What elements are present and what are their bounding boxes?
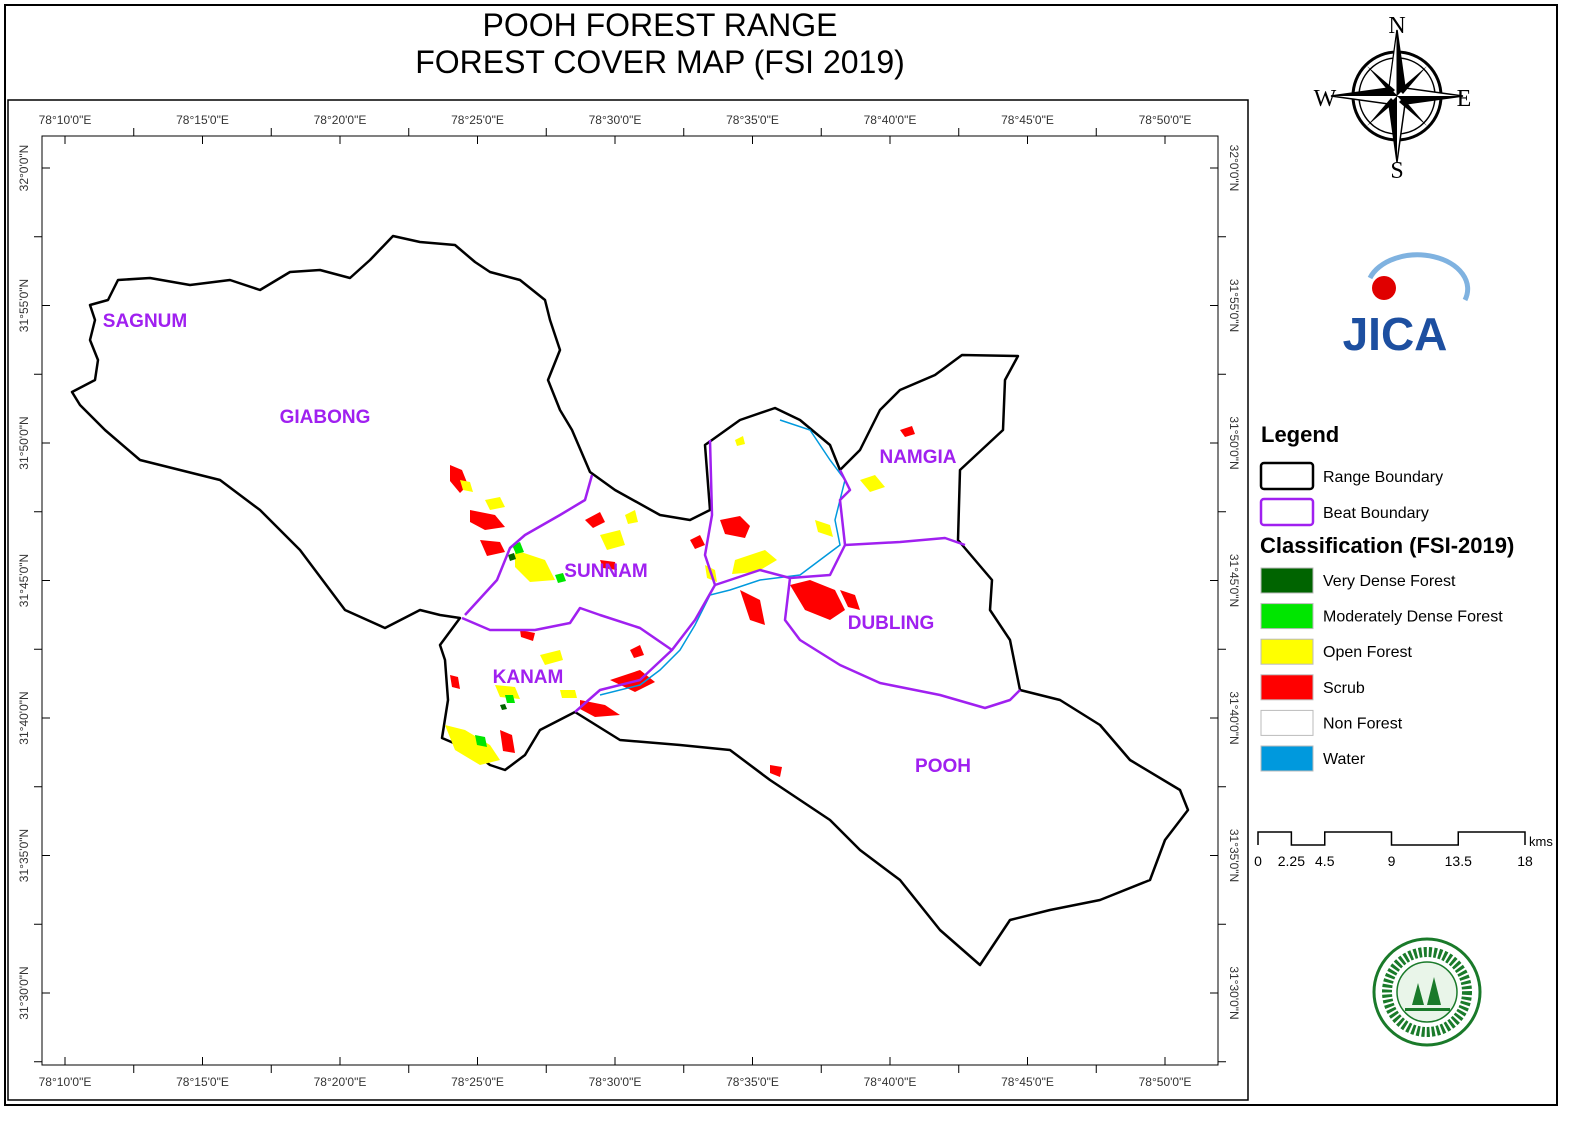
legend-swatch [1260, 709, 1314, 736]
logo-text: JICA [1343, 308, 1448, 360]
latitude-label: 31°40'0"N [17, 691, 31, 744]
title-line-2: FOREST COVER MAP (FSI 2019) [415, 44, 905, 80]
title-line-1: POOH FOREST RANGE [482, 7, 837, 43]
latitude-label: 31°45'0"N [17, 554, 31, 607]
longitude-label: 78°10'0"E [39, 1075, 92, 1089]
legend-swatch [1260, 638, 1314, 665]
classification-title: Classification (FSI-2019) [1260, 533, 1514, 558]
longitude-label: 78°25'0"E [451, 1075, 504, 1089]
compass-north: N [1388, 13, 1405, 39]
legend-title: Legend [1261, 422, 1339, 447]
scale-bar: 0 2.25 4.5 9 13.5 18 kms [1254, 831, 1553, 869]
latitude-label: 31°30'0"N [17, 966, 31, 1019]
compass-rose [1330, 29, 1464, 163]
legend-swatch [1260, 603, 1314, 630]
neatline [41, 135, 1219, 1066]
legend-swatch [1260, 674, 1314, 701]
legend-swatch [1260, 745, 1314, 772]
longitude-label: 78°30'0"E [589, 1075, 642, 1089]
scale-unit: kms [1529, 834, 1553, 849]
longitude-label: 78°45'0"E [1001, 1075, 1054, 1089]
latitude-label: 31°50'0"N [1227, 416, 1241, 469]
legend-label: Very Dense Forest [1323, 573, 1456, 590]
longitude-label: 78°30'0"E [589, 113, 642, 127]
compass-east: E [1457, 86, 1472, 112]
longitude-label: 78°45'0"E [1001, 113, 1054, 127]
longitude-label: 78°40'0"E [864, 1075, 917, 1089]
latitude-label: 31°35'0"N [1227, 829, 1241, 882]
forest-patches [445, 426, 915, 777]
legend-swatch [1259, 461, 1315, 491]
latitude-label: 31°45'0"N [1227, 554, 1241, 607]
longitude-label: 78°50'0"E [1139, 113, 1192, 127]
scale-label: 4.5 [1315, 853, 1335, 869]
longitude-label: 78°25'0"E [451, 113, 504, 127]
longitude-label: 78°50'0"E [1139, 1075, 1192, 1089]
scale-line [1257, 831, 1526, 846]
longitude-label: 78°15'0"E [176, 1075, 229, 1089]
longitude-label: 78°15'0"E [176, 113, 229, 127]
compass-west: W [1314, 86, 1337, 112]
longitude-label: 78°40'0"E [864, 113, 917, 127]
coordinate-labels: 78°10'0"E 78°10'0"E 78°15'0"E 78°15'0"E 78°2… [17, 113, 1241, 1089]
beat-label: NAMGIA [879, 447, 956, 468]
beat-label: KANAM [493, 667, 564, 688]
longitude-label: 78°35'0"E [726, 1075, 779, 1089]
latitude-label: 31°40'0"N [1227, 691, 1241, 744]
range-boundary [70, 234, 1190, 967]
legend-label: Scrub [1323, 680, 1365, 697]
scale-label: 9 [1388, 853, 1396, 869]
legend-swatch [1259, 497, 1315, 527]
legend-label: Open Forest [1323, 644, 1412, 661]
legend-label: Non Forest [1323, 715, 1403, 732]
beat-label: DUBLING [848, 613, 935, 634]
longitude-label: 78°35'0"E [726, 113, 779, 127]
scale-label: 0 [1254, 853, 1262, 869]
legend-swatch [1260, 567, 1314, 594]
compass-south: S [1390, 158, 1403, 184]
legend-label: Range Boundary [1323, 469, 1443, 486]
beat-label: GIABONG [280, 407, 371, 428]
legend-label: Moderately Dense Forest [1323, 609, 1503, 626]
beat-label: SAGNUM [103, 311, 187, 332]
legend: Legend Range Boundary Beat Boundary Class… [1259, 422, 1514, 772]
river [599, 419, 846, 696]
latitude-label: 31°30'0"N [1227, 966, 1241, 1019]
longitude-label: 78°10'0"E [39, 113, 92, 127]
latitude-label: 32°0'0"N [17, 145, 31, 192]
longitude-label: 78°20'0"E [314, 113, 367, 127]
latitude-label: 31°50'0"N [17, 416, 31, 469]
beat-label: POOH [915, 756, 971, 777]
beat-boundaries [461, 439, 1021, 713]
scale-label: 13.5 [1445, 853, 1472, 869]
beat-label: SUNNAM [564, 561, 647, 582]
latitude-label: 31°35'0"N [17, 829, 31, 882]
scale-label: 18 [1517, 853, 1533, 869]
longitude-label: 78°20'0"E [314, 1075, 367, 1089]
scale-label: 2.25 [1278, 853, 1305, 869]
forest-emblem [1372, 937, 1482, 1047]
jica-logo: JICA [1343, 252, 1471, 360]
graticule-ticks [34, 128, 1226, 1073]
latitude-label: 32°0'0"N [1227, 145, 1241, 192]
legend-label: Beat Boundary [1323, 505, 1429, 522]
legend-label: Water [1323, 751, 1366, 768]
latitude-label: 31°55'0"N [1227, 279, 1241, 332]
latitude-label: 31°55'0"N [17, 279, 31, 332]
